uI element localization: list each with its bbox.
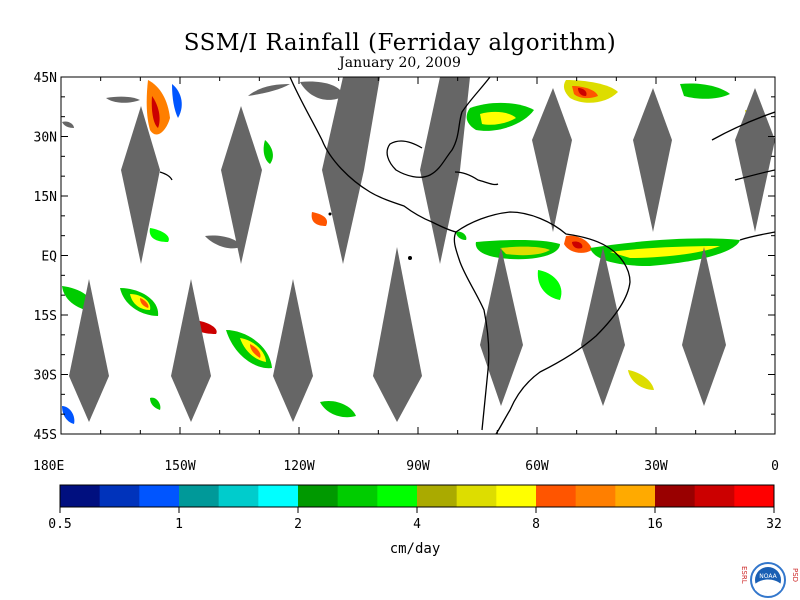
map-date: January 20, 2009: [339, 55, 461, 71]
colorbar-swatch: [417, 485, 458, 507]
colorbar-swatch: [298, 485, 339, 507]
colorbar-swatch: [139, 485, 180, 507]
colorbar-swatch: [496, 485, 537, 507]
colorbar-swatch: [655, 485, 696, 507]
logo-org-left: ESRL: [740, 566, 748, 584]
lon-axis: 180E 150W 120W 90W 60W 30W 0: [33, 77, 779, 474]
noaa-emblem-text: NOAA: [759, 573, 777, 580]
colorbar-swatch: [456, 485, 497, 507]
colorbar-tick-label: 16: [647, 517, 663, 532]
colorbar-swatch: [536, 485, 577, 507]
colorbar-tick-label: 2: [294, 517, 302, 532]
lon-label: 30W: [644, 459, 668, 474]
logo-org-right: PSD: [791, 568, 799, 582]
lat-label: EQ: [41, 250, 57, 265]
colorbar-swatch: [218, 485, 259, 507]
colorbar-swatch: [615, 485, 656, 507]
colorbar-swatch: [258, 485, 299, 507]
lon-label: 60W: [525, 459, 549, 474]
colorbar-swatch: [337, 485, 378, 507]
lat-label: 45S: [34, 428, 57, 443]
lat-label: 15N: [34, 190, 57, 205]
colorbar: 0.5 1 2 4 8 16 32: [48, 484, 782, 532]
esrl-psd-noaa-logo: NOAA ESRL PSD: [740, 562, 799, 598]
no-data-swaths: [62, 77, 775, 422]
lon-label: 90W: [406, 459, 430, 474]
colorbar-swatch: [694, 485, 735, 507]
lon-label: 0: [771, 459, 779, 474]
lat-label: 30S: [34, 369, 57, 384]
colorbar-tick-label: 0.5: [48, 517, 71, 532]
island-dot: [408, 256, 412, 260]
map-title: SSM/I Rainfall (Ferriday algorithm): [183, 30, 617, 56]
lat-label: 15S: [34, 309, 57, 324]
colorbar-swatch: [179, 485, 220, 507]
coastlines: [159, 77, 775, 434]
lon-label: 150W: [164, 459, 195, 474]
lon-label: 180E: [33, 459, 64, 474]
colorbar-swatch: [99, 485, 140, 507]
colorbar-units: cm/day: [389, 541, 441, 557]
lon-label: 120W: [283, 459, 314, 474]
lat-label: 45N: [34, 71, 57, 86]
colorbar-swatch: [734, 485, 775, 507]
island-dot: [328, 212, 332, 216]
colorbar-tick-label: 4: [413, 517, 421, 532]
colorbar-swatch: [60, 485, 101, 507]
colorbar-tick-label: 8: [532, 517, 540, 532]
colorbar-swatch: [575, 485, 616, 507]
colorbar-tick-label: 1: [175, 517, 183, 532]
lat-axis: 45N 30N 15N EQ 15S 30S 45S: [34, 71, 775, 443]
colorbar-tick-label: 32: [766, 517, 782, 532]
lat-label: 30N: [34, 131, 57, 146]
colorbar-swatch: [377, 485, 418, 507]
